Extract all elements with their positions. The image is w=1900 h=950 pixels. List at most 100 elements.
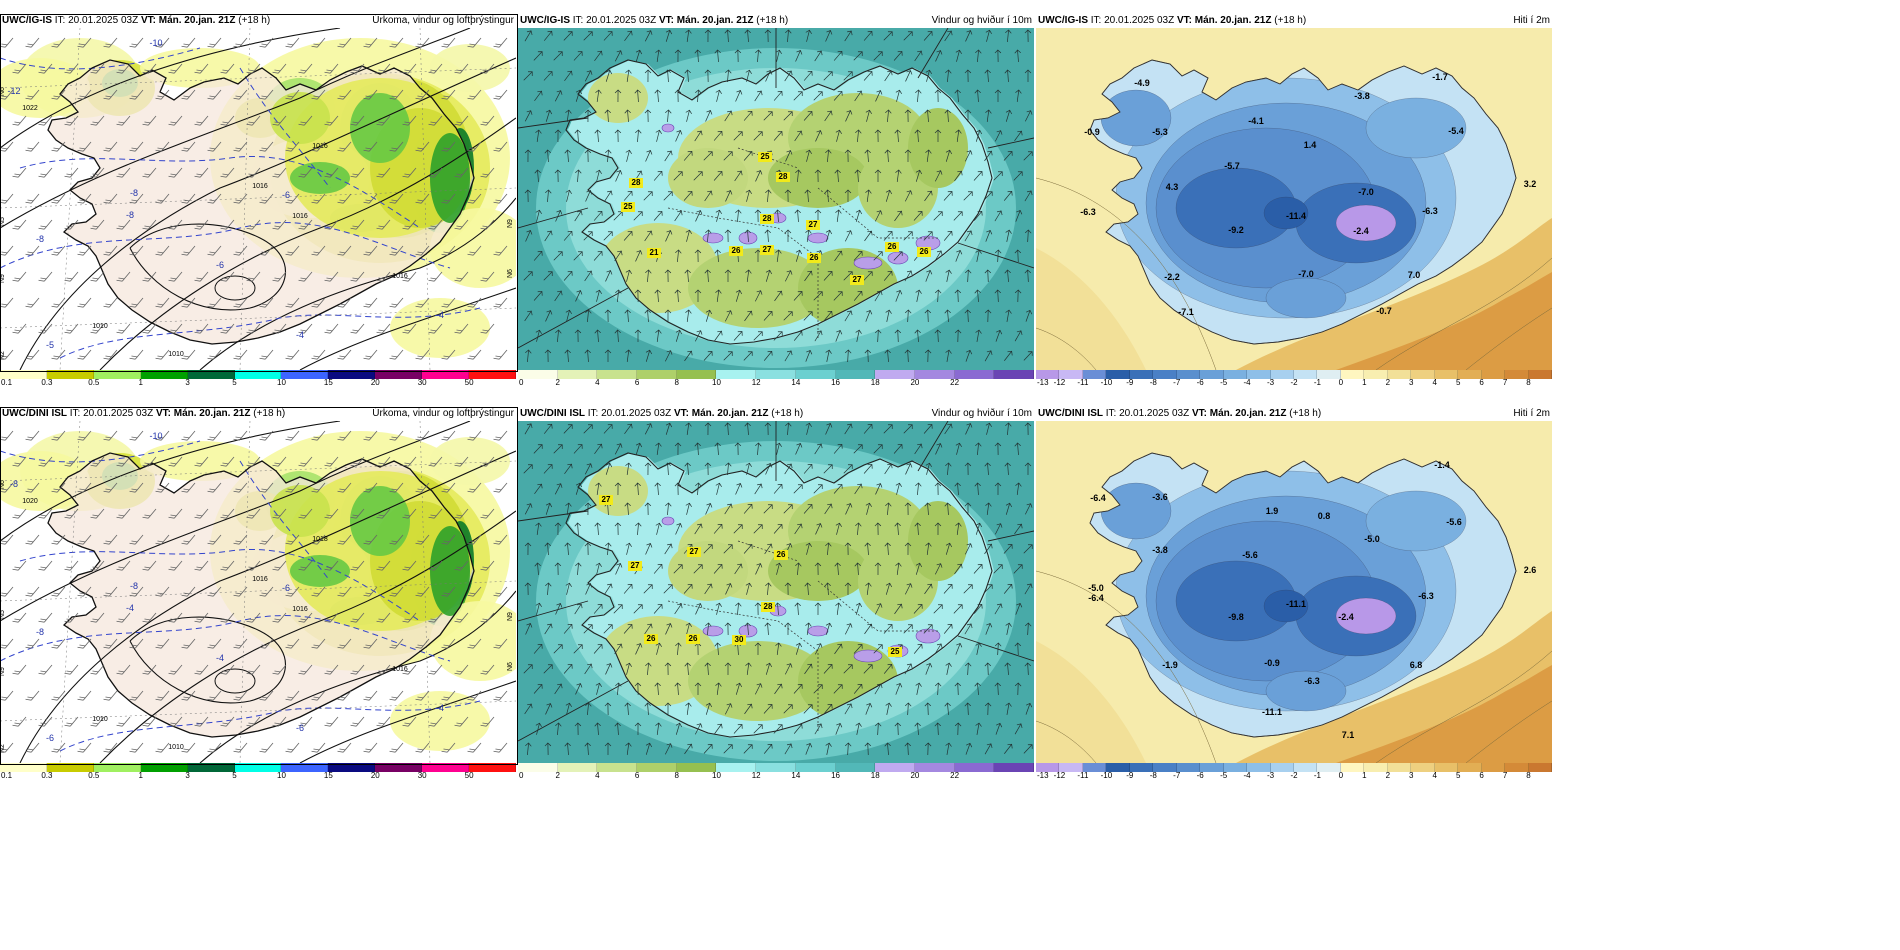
valid-time: Mán. 20.jan. 21Z [691,408,769,419]
colorbar-swatch [1505,370,1529,379]
gust-label: 26 [920,247,929,256]
panel-header: UWC/DINI ISL IT: 20.01.2025 03Z VT: Mán.… [1036,407,1552,421]
colorbar-swatch [328,370,376,379]
gust-label-box [807,253,821,263]
colorbar-tick-label: -4 [1243,771,1251,780]
temp-map[interactable]: -4.9 -1.7 -3.8 -0.9 -5.3 -4.1 1.4 -5.4 -5.7 3.2 -7… [1036,28,1552,370]
gust-label: 25 [624,202,633,211]
temp-label: -7.0 [1298,269,1314,279]
colorbar-tick-label: -5 [1220,771,1228,780]
precip-map[interactable]: -10 -8 -8 -8 -6 -4 -4 -6 -4 -6 1020 1018 1016 1016 101… [0,421,516,763]
colorbar-swatch [1340,370,1365,379]
colorbar-tick-label: 4 [595,771,600,780]
lead-time: (+18 h) [771,408,804,419]
isobars [0,421,516,763]
colorbar-tick-label: 0 [1338,378,1344,387]
temp-label: 2.6 [1524,565,1537,575]
wind-arrows [523,29,1033,363]
lead-time: (+18 h) [1274,15,1307,26]
colorbar-swatch [93,763,141,772]
isotherm-label: -6 [296,723,304,733]
colorbar-swatch [914,370,955,379]
colorbar-tick-label: 16 [831,771,840,780]
graticule-label: N9 [507,219,514,228]
colorbar-tick-label: -7 [1173,378,1181,387]
colorbar-swatch [1505,763,1529,772]
colorbar-tick-label: -3 [1266,378,1275,387]
colorbar-swatch [1387,370,1412,379]
colorbar-tick-label: -2 [1290,771,1298,780]
temp-label: -5.6 [1242,550,1258,560]
wind-map[interactable]: 27 27 26 27 28 26 26 30 25 [518,421,1034,763]
colorbar-tick-label: 6 [1479,378,1484,387]
isotherm-label: -6 [282,583,290,593]
graticule-label: N2 [0,351,6,360]
colorbar-tick-label: 0.3 [41,771,53,780]
colorbar-tick-label: 6 [634,771,640,780]
colorbar-tick-label: 12 [751,771,761,780]
temp-label: -0.9 [1084,127,1100,137]
isobar-label: 1020 [22,498,38,505]
panel-precip-igis: UWC/IG-IS IT: 20.01.2025 03Z VT: Mán. 20… [0,14,516,387]
valid-time: Mán. 20.jan. 21Z [1194,15,1272,26]
wind-map[interactable]: 25 28 28 25 28 27 26 21 26 27 26 27 26 [518,28,1034,370]
colorbar-swatch [1317,370,1341,379]
temp-map-svg: -4.9 -1.7 -3.8 -0.9 -5.3 -4.1 1.4 -5.4 -5.7 3.2 -7… [1036,28,1552,370]
colorbar-tick-label: 14 [791,378,801,387]
gust-label: 28 [779,172,788,181]
isobar-label: 1016 [292,606,308,613]
init-label: IT: [69,408,81,419]
colorbar-tick-label: 14 [791,771,801,780]
colorbar-tick-label: -3 [1266,771,1275,780]
temp-label: -5.4 [1448,126,1464,136]
precip-map-svg: -10 -8 -8 -8 -6 -4 -4 -6 -4 -6 1020 1018 1016 1016 101… [0,421,516,763]
precip-land [270,471,474,631]
colorbar-swatch [1082,370,1107,379]
temp-label: -1.9 [1162,660,1178,670]
valid-label: VT: [155,408,171,419]
colorbar-swatch [375,763,423,772]
colorbar-tick-label: 8 [674,378,679,387]
colorbar-swatch [1082,763,1107,772]
panel-wind-igis: UWC/IG-IS IT: 20.01.2025 03Z VT: Mán. 20… [518,14,1034,387]
colorbar-swatch [1036,763,1060,772]
colorbar-tick-label: 15 [323,378,333,387]
colorbar-swatch [281,763,329,772]
temp-label: -6.4 [1090,493,1106,503]
isotherm-label: -10 [149,431,162,441]
isotherm-label: -8 [126,210,134,220]
colorbar-tick-label: 1 [1362,771,1367,780]
colorbar-tick-label: 1 [138,378,143,387]
colorbar-swatch [954,763,995,772]
precip-colorbar: 0.1 0.3 0.5 1 3 5 10 15 20 30 50 [0,763,516,780]
temp-map[interactable]: -1.4 -6.4 -3.6 1.9 0.8 -3.8 -5.6 -5.0 -5.6 -5.0 2.… [1036,421,1552,763]
terrain-gust-field [588,466,968,721]
colorbar-ticks: 0.1 0.3 0.5 1 3 5 10 15 20 30 50 [0,379,516,387]
colorbar-swatch [187,370,235,379]
init-label: IT: [572,15,584,26]
precip-map[interactable]: -10 -12 -8 -8 -6 -8 -6 -4 -4 -5 1022 1016 1016 1016 10… [0,28,516,370]
panel-header: UWC/IG-IS IT: 20.01.2025 03Z VT: Mán. 20… [1036,14,1552,28]
isobar-label: 1022 [22,105,38,112]
isobar-label: 1016 [392,273,408,280]
contours [1036,177,1552,370]
colorbar-tick-label: 2 [555,771,560,780]
colorbar-swatch [1317,763,1341,772]
colorbar-tick-label: 2 [1385,771,1391,780]
colorbar-swatch [1528,763,1552,772]
temp-label: -9.8 [1228,612,1244,622]
colorbar-swatch [469,763,516,772]
colorbar-swatch [1200,370,1224,379]
temp-label: -5.0 [1364,534,1380,544]
graticule-label: N5 [0,217,6,226]
colorbar-swatch [994,370,1034,379]
isobar-label: 1010 [92,716,108,723]
colorbar-swatch [716,370,757,379]
temp-label: -6.4 [1088,593,1104,603]
colorbar-swatch [1387,763,1412,772]
colorbar-tick-label: 3 [185,771,190,780]
colorbar-swatch [1036,370,1060,379]
colorbar-swatch [954,370,995,379]
gust-label: 25 [761,152,770,161]
colorbar-swatch [1528,370,1552,379]
